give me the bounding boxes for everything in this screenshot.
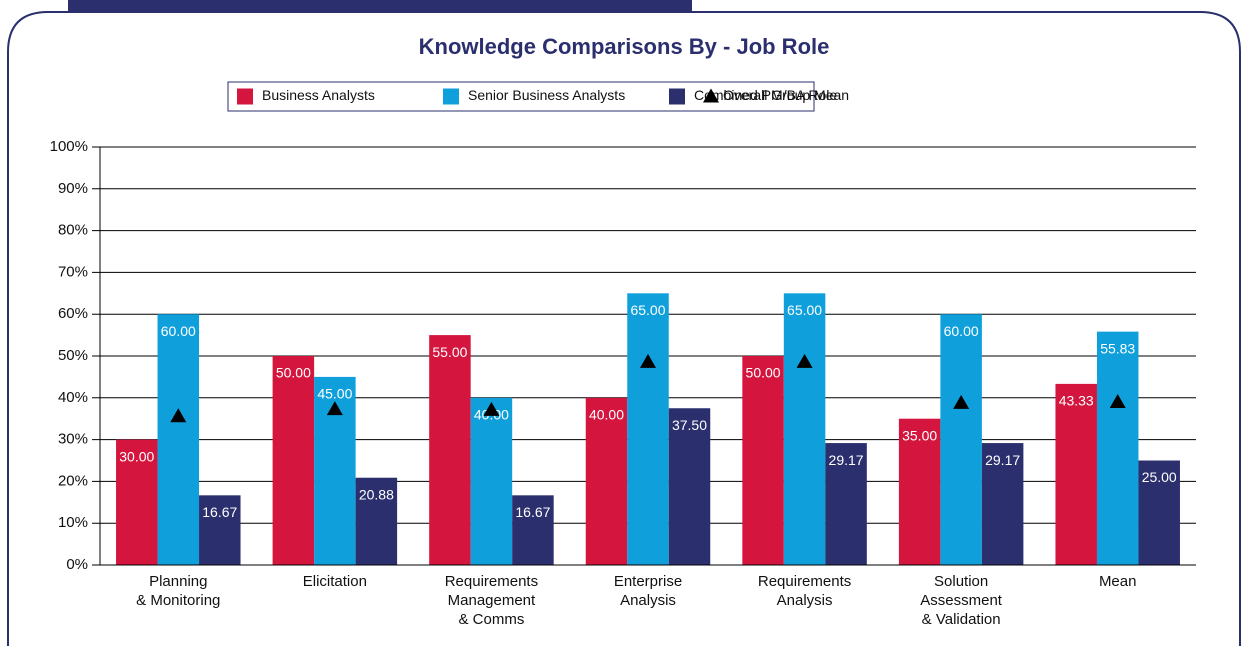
data-label: 40.00 — [589, 407, 624, 423]
x-tick-label: Mean — [1099, 573, 1137, 590]
data-label: 43.33 — [1059, 393, 1094, 409]
data-label: 29.17 — [829, 452, 864, 468]
data-label: 20.88 — [359, 486, 394, 502]
x-tick-label: Elicitation — [303, 573, 367, 590]
bar — [355, 477, 398, 565]
y-tick-label: 50% — [58, 347, 88, 364]
bar — [470, 397, 513, 565]
y-tick-label: 70% — [58, 263, 88, 280]
bar — [512, 495, 554, 565]
data-label: 50.00 — [746, 365, 781, 381]
mean-marker — [326, 401, 343, 416]
data-label: 60.00 — [161, 323, 196, 339]
legend-swatch — [669, 88, 685, 105]
bar — [157, 314, 200, 565]
y-tick-label: 10% — [58, 514, 88, 531]
data-label: 35.00 — [902, 427, 937, 443]
legend-box — [227, 81, 815, 112]
y-tick-label: 20% — [58, 472, 88, 489]
mean-marker — [796, 353, 813, 368]
y-tick-label: 60% — [58, 305, 88, 322]
data-label: 37.50 — [672, 417, 707, 433]
bar — [116, 439, 158, 565]
y-tick-label: 0% — [66, 556, 88, 573]
data-label: 16.67 — [515, 504, 550, 520]
legend-marker — [703, 88, 719, 103]
bar — [199, 495, 241, 565]
data-label: 30.00 — [119, 448, 154, 464]
x-tick-label: Solution — [934, 573, 988, 590]
x-tick-label: Assessment — [920, 592, 1003, 609]
header-tab — [68, 0, 692, 12]
bar — [825, 443, 867, 565]
mean-marker — [483, 401, 500, 416]
mean-marker — [170, 408, 187, 423]
x-tick-label: Management — [448, 592, 536, 609]
legend-label: Senior Business Analysts — [468, 87, 625, 103]
x-tick-label: & Validation — [922, 611, 1001, 628]
y-tick-label: 100% — [50, 138, 88, 155]
bar — [429, 335, 471, 565]
x-tick-label: Analysis — [620, 592, 676, 609]
bar — [585, 397, 628, 565]
legend-label: Business Analysts — [262, 87, 375, 103]
y-tick-label: 90% — [58, 180, 88, 197]
bar — [898, 418, 941, 565]
x-tick-label: Enterprise — [614, 573, 682, 590]
data-label: 65.00 — [787, 302, 822, 318]
bar — [1138, 460, 1180, 565]
chart-title: Knowledge Comparisons By - Job Role — [419, 34, 830, 59]
data-label: 55.00 — [432, 344, 467, 360]
legend-swatch — [443, 88, 459, 105]
y-tick-label: 40% — [58, 389, 88, 406]
data-label: 45.00 — [317, 386, 352, 402]
bar — [668, 408, 711, 565]
bar — [783, 293, 826, 565]
x-tick-label: & Monitoring — [136, 592, 220, 609]
x-tick-label: Requirements — [758, 573, 851, 590]
y-tick-label: 80% — [58, 222, 88, 239]
panel-border — [7, 11, 1241, 646]
mean-marker — [1109, 393, 1126, 408]
y-tick-label: 30% — [58, 431, 88, 448]
bar — [627, 293, 669, 565]
mean-marker — [640, 353, 656, 368]
bar — [981, 443, 1024, 565]
legend-swatch — [237, 88, 253, 105]
x-tick-label: Requirements — [445, 573, 538, 590]
mean-marker — [953, 394, 970, 409]
x-tick-label: & Comms — [459, 611, 525, 628]
legend-label: Combined PM/BA Role — [694, 87, 837, 103]
bar — [272, 356, 315, 565]
data-label: 60.00 — [944, 323, 979, 339]
bar — [742, 356, 784, 565]
legend-label: Overall Group Mean — [723, 87, 849, 103]
bar — [1055, 383, 1097, 565]
data-label: 16.67 — [202, 504, 237, 520]
bar — [1096, 331, 1139, 565]
x-tick-label: Planning — [149, 573, 207, 590]
bar — [940, 314, 982, 565]
data-label: 50.00 — [276, 365, 311, 381]
data-label: 25.00 — [1142, 469, 1177, 485]
x-tick-label: Analysis — [777, 592, 833, 609]
data-label: 29.17 — [985, 452, 1020, 468]
data-label: 55.83 — [1100, 340, 1135, 356]
data-label: 65.00 — [630, 302, 665, 318]
